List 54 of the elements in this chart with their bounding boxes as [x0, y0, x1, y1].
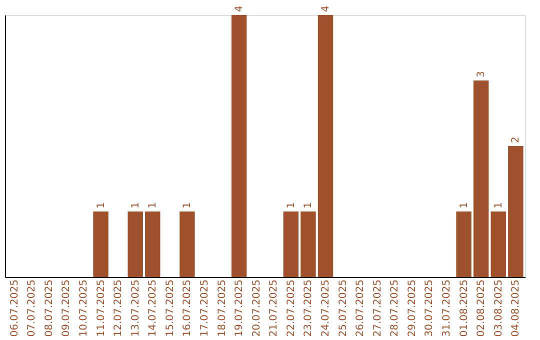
data-label: 1	[303, 202, 314, 208]
x-tick-label: 23.07.2025	[303, 280, 314, 337]
x-tick-label: 30.07.2025	[424, 280, 436, 337]
data-label: 1	[148, 202, 159, 208]
bar	[300, 212, 316, 277]
bar	[128, 212, 143, 277]
data-label: 1	[96, 202, 107, 208]
x-tick-label: 06.07.2025	[9, 280, 20, 337]
x-tick-label: 04.08.2025	[510, 280, 522, 337]
bar	[473, 80, 489, 277]
x-tick-label: 15.07.2025	[164, 280, 176, 337]
bar	[145, 212, 160, 277]
x-tick-label: 24.07.2025	[320, 280, 332, 337]
x-tick-label: 16.07.2025	[182, 280, 194, 337]
x-tick-label: 08.07.2025	[44, 280, 55, 337]
data-label: 4	[234, 6, 246, 12]
x-tick-label: 29.07.2025	[406, 280, 418, 337]
x-tick-label: 28.07.2025	[390, 280, 401, 337]
x-tick-label: 02.08.2025	[476, 280, 488, 337]
data-label: 3	[476, 71, 488, 78]
x-tick-label: 27.07.2025	[372, 280, 384, 337]
data-label: 1	[458, 202, 470, 208]
bar	[456, 212, 472, 277]
bar	[508, 146, 524, 277]
bar	[283, 212, 299, 277]
bar	[318, 15, 334, 277]
x-tick-label: 22.07.2025	[286, 280, 297, 337]
x-tick-label: 13.07.2025	[130, 280, 142, 337]
bar	[231, 15, 247, 277]
data-label: 1	[130, 202, 142, 208]
x-tick-label: 03.08.2025	[493, 280, 504, 337]
x-tick-label: 12.07.2025	[113, 280, 124, 337]
x-tick-label: 01.08.2025	[458, 280, 470, 337]
data-label: 4	[320, 6, 332, 12]
x-tick-label: 11.07.2025	[96, 280, 107, 337]
x-tick-label: 21.07.2025	[268, 280, 280, 337]
x-tick-label: 25.07.2025	[338, 280, 349, 337]
x-tick-label: 26.07.2025	[355, 280, 366, 337]
x-tick-label: 10.07.2025	[78, 280, 90, 337]
data-label: 1	[182, 202, 194, 208]
bar	[180, 212, 195, 277]
x-tick-label: 07.07.2025	[26, 280, 38, 337]
bar	[490, 212, 506, 277]
x-tick-label: 09.07.2025	[61, 280, 72, 337]
x-tick-label: 18.07.2025	[216, 280, 228, 337]
data-label: 1	[493, 202, 504, 208]
data-label: 1	[286, 202, 297, 208]
bar	[93, 212, 108, 277]
x-tick-label: 19.07.2025	[234, 280, 246, 337]
x-tick-label: 14.07.2025	[148, 280, 159, 337]
x-tick-label: 31.07.2025	[442, 280, 453, 337]
x-tick-label: 20.07.2025	[251, 280, 262, 337]
data-label: 2	[510, 136, 522, 143]
x-tick-label: 17.07.2025	[199, 280, 210, 337]
